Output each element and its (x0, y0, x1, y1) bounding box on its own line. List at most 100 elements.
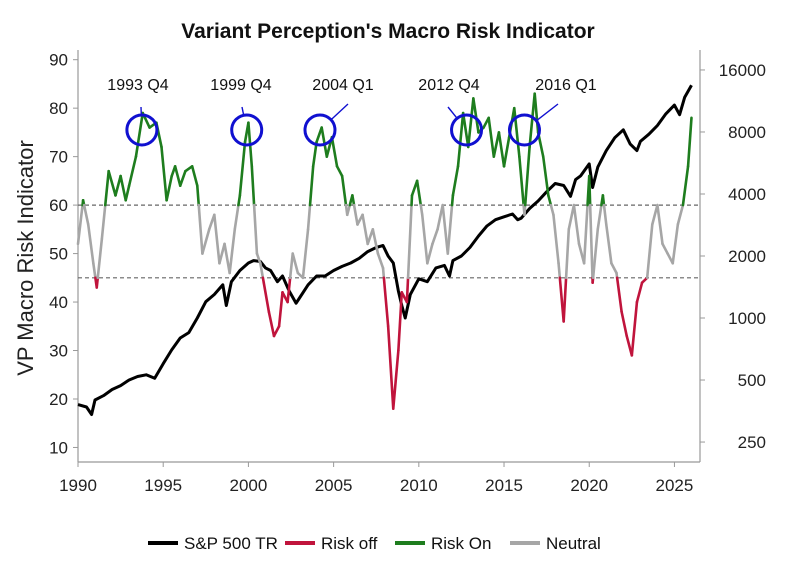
risk-indicator-series (76, 92, 693, 410)
risk-on-segment (250, 165, 256, 207)
neutral-segment (582, 203, 589, 265)
risk-off-segment (277, 291, 284, 328)
y2-tick-label: 1000 (728, 309, 766, 328)
x-tick-label: 2025 (656, 476, 694, 495)
risk-off-segment (562, 276, 568, 323)
risk-on-segment (114, 174, 122, 197)
annotation-circle (230, 113, 264, 147)
annotation-label: 2012 Q4 (418, 77, 479, 94)
chart-title: Variant Perception's Macro Risk Indicato… (181, 20, 594, 43)
neutral-segment (306, 203, 312, 231)
risk-on-segment (311, 140, 318, 168)
risk-on-segment (472, 97, 480, 134)
risk-on-segment (587, 174, 592, 207)
risk-off-segment (405, 276, 410, 304)
neutral-segment (426, 242, 434, 265)
y2-tick-label: 250 (738, 433, 766, 452)
neutral-segment (602, 203, 608, 226)
neutral-segment (259, 261, 265, 280)
y2-tick-label: 4000 (728, 185, 766, 204)
annotation-label: 1999 Q4 (210, 77, 271, 94)
risk-on-segment (178, 169, 187, 188)
neutral-segment (523, 203, 527, 217)
risk-off-segment (262, 281, 271, 314)
risk-on-segment (351, 194, 356, 207)
y-tick-label: 60 (49, 196, 68, 215)
neutral-segment (596, 203, 603, 231)
risk-on-segment (190, 165, 199, 188)
neutral-segment (381, 266, 386, 280)
risk-on-segment (127, 155, 138, 188)
sp500-series (77, 84, 693, 416)
neutral-segment (671, 223, 680, 265)
risk-on-segment (451, 165, 460, 197)
neutral-segment (291, 252, 300, 275)
neutral-segment (213, 213, 221, 265)
neutral-segment (572, 203, 581, 246)
neutral-segment (92, 261, 97, 280)
y2-tick-label: 8000 (728, 123, 766, 142)
annotations: 1993 Q4 1999 Q4 2004 Q1 2012 Q4 2016 Q1 (107, 77, 597, 147)
neutral-segment (645, 223, 654, 280)
risk-on-segment (415, 179, 423, 207)
threshold-lines (78, 204, 700, 279)
risk-off-segment (286, 276, 292, 304)
risk-off-segment (386, 324, 395, 410)
risk-on-segment (492, 131, 501, 158)
neutral-segment (406, 203, 413, 280)
annotation-leader (536, 103, 559, 121)
sp500-line (77, 84, 693, 416)
neutral-segment (233, 203, 240, 231)
risk-on-segment (512, 106, 521, 158)
annotation-label: 2016 Q1 (535, 77, 596, 94)
annotation-circle (125, 113, 159, 147)
risk-on-segment (461, 111, 470, 149)
annotation-circle (507, 113, 541, 147)
risk-on-segment (681, 165, 690, 207)
y-tick-label: 30 (49, 342, 68, 361)
x-tick-label: 1990 (59, 476, 97, 495)
annotation-label: 1993 Q4 (107, 77, 168, 94)
risk-on-segment (103, 169, 110, 207)
risk-on-segment (330, 135, 339, 168)
risk-on-segment (160, 145, 168, 202)
risk-on-segment (107, 169, 117, 197)
annotation-circle (303, 113, 337, 147)
neutral-segment (610, 261, 618, 275)
legend-label: Risk On (431, 534, 491, 553)
risk-on-segment (173, 165, 182, 188)
risk-off-segment (635, 281, 644, 304)
neutral-segment (361, 213, 369, 246)
y-tick-label: 80 (49, 99, 68, 118)
neutral-segment (604, 223, 613, 265)
y2-tick-label: 2000 (728, 247, 766, 266)
neutral-segment (441, 203, 450, 255)
risk-on-segment (119, 174, 128, 202)
neutral-segment (76, 203, 84, 246)
neutral-segment (352, 203, 359, 226)
risk-on-segment (134, 111, 145, 158)
risk-on-segment (466, 97, 475, 149)
risk-on-segment (450, 194, 455, 207)
neutral-segment (345, 203, 352, 217)
y-tick-label: 70 (49, 148, 68, 167)
neutral-segment (288, 252, 295, 280)
risk-off-segment (630, 300, 639, 357)
neutral-segment (376, 252, 385, 270)
risk-off-segment (397, 291, 404, 352)
risk-on-segment (238, 140, 247, 197)
y-tick-label: 20 (49, 390, 68, 409)
risk-on-segment (456, 111, 465, 168)
annotation-leader (447, 106, 458, 118)
neutral-segment (82, 203, 90, 226)
neutral-segment (567, 203, 576, 231)
neutral-segment (201, 228, 211, 255)
risk-off-segment (272, 324, 281, 338)
neutral-segment (301, 228, 310, 280)
risk-on-segment (541, 155, 550, 197)
risk-on-segment (165, 174, 174, 202)
risk-on-segment (547, 194, 553, 207)
neutral-segment (223, 242, 231, 275)
risk-on-segment (528, 92, 537, 149)
legend-label: Risk off (321, 534, 378, 553)
